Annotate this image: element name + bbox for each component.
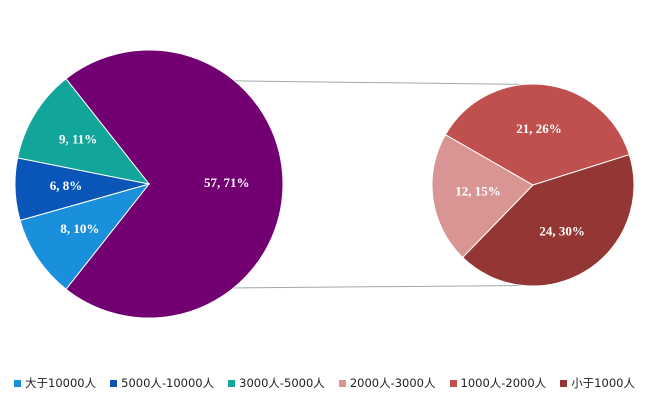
main-slice-other: [65, 49, 284, 319]
legend-label-5: 小于1000人: [571, 376, 635, 390]
legend-swatch-2: [228, 379, 236, 387]
legend-swatch-3: [338, 379, 346, 387]
legend-swatch-5: [560, 379, 568, 387]
legend-swatch-1: [110, 379, 118, 387]
legend: 大于10000人 5000人-10000人 3000人-5000人 2000人-300…: [0, 373, 649, 393]
legend-item-3: 2000人-3000人: [338, 375, 436, 391]
slice-label-main-2: 9, 11%: [59, 132, 97, 147]
legend-label-2: 3000人-5000人: [239, 376, 325, 390]
secondary-slice-2: [461, 154, 635, 287]
legend-item-5: 小于1000人: [560, 375, 635, 391]
main-slice-2: [16, 78, 151, 185]
slice-label-main-0: 8, 10%: [60, 221, 99, 236]
legend-item-4: 1000人-2000人: [449, 375, 547, 391]
slice-label-other: 57, 71%: [204, 175, 250, 190]
legend-label-0: 大于10000人: [25, 376, 97, 390]
secondary-slice-0: [431, 133, 534, 259]
legend-swatch-4: [449, 379, 457, 387]
legend-label-1: 5000人-10000人: [121, 376, 215, 390]
legend-label-3: 2000人-3000人: [349, 376, 436, 390]
legend-swatch-0: [14, 379, 22, 387]
legend-label-4: 1000人-2000人: [460, 376, 547, 390]
main-slice-0: [19, 183, 151, 290]
slice-label-secondary-1: 21, 26%: [516, 121, 562, 136]
legend-item-0: 大于10000人: [14, 375, 96, 391]
slice-label-main-1: 6, 8%: [50, 178, 83, 193]
legend-item-2: 3000人-5000人: [228, 375, 325, 391]
secondary-slice-1: [444, 83, 630, 186]
legend-item-1: 5000人-10000人: [110, 375, 214, 391]
slice-label-secondary-0: 12, 15%: [455, 184, 501, 199]
slice-label-secondary-2: 24, 30%: [539, 223, 585, 238]
